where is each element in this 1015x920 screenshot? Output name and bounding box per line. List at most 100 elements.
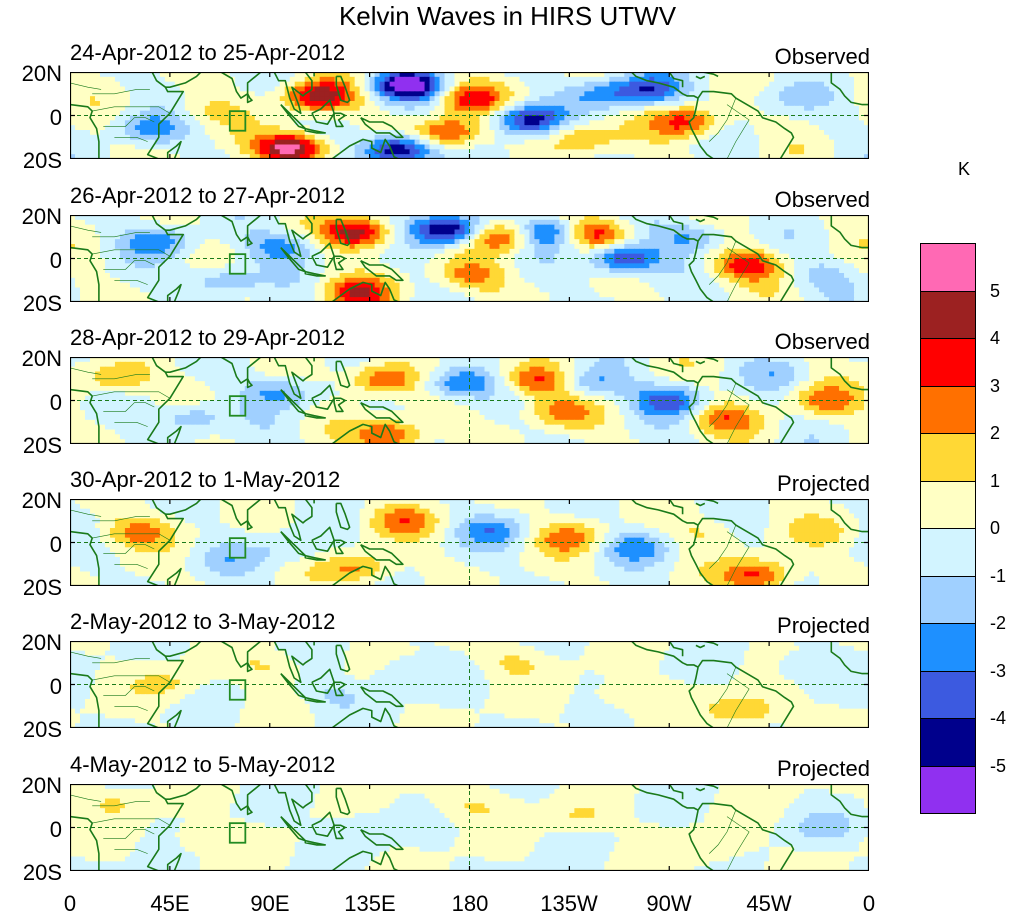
- coastline: [323, 850, 399, 871]
- coastline: [146, 72, 184, 159]
- coastline: [335, 644, 351, 673]
- xtick-90w: 90W: [646, 891, 692, 916]
- coastline: [70, 103, 100, 159]
- panel-date-range: 30-Apr-2012 to 1-May-2012: [70, 467, 341, 492]
- anomaly-map: [70, 357, 869, 444]
- coastline: [165, 641, 202, 657]
- colorbar-swatch: [920, 243, 976, 292]
- coastline: [335, 75, 351, 104]
- country-border: [726, 673, 750, 728]
- coastline: [333, 112, 347, 128]
- colorbar-swatch: [920, 765, 976, 814]
- xtick-0: 0: [63, 891, 77, 916]
- xtick-135w: 135W: [540, 891, 598, 916]
- map-panel: 4-May-2012 to 5-May-2012 Projected 20N 0 20S: [0, 752, 900, 895]
- country-border: [92, 801, 150, 807]
- country-border: [726, 104, 750, 159]
- coastline: [70, 246, 100, 302]
- coastline: [220, 215, 262, 242]
- country-border: [708, 809, 737, 854]
- coastline: [146, 215, 184, 302]
- lat-label: 0: [49, 390, 62, 415]
- panel-type-label: Observed: [774, 44, 870, 69]
- lat-label: 0: [49, 674, 62, 699]
- coastline: [630, 499, 699, 526]
- anomaly-field: [70, 72, 869, 159]
- coastline: [304, 696, 326, 703]
- coastline: [323, 707, 399, 728]
- country-border: [103, 544, 155, 554]
- anomaly-map: [70, 641, 869, 728]
- coastline: [280, 816, 307, 842]
- lat-label: 20S: [22, 433, 62, 458]
- colorbar-swatch: [920, 575, 976, 624]
- coastline: [280, 531, 307, 557]
- coastline: [246, 236, 253, 247]
- coastline: [70, 672, 100, 728]
- coastline: [697, 659, 795, 728]
- coastline: [688, 240, 715, 302]
- coastline: [304, 127, 326, 134]
- coastline: [695, 360, 706, 365]
- coastline: [246, 378, 253, 389]
- country-border: [708, 97, 737, 142]
- country-border: [114, 280, 148, 285]
- country-border: [92, 516, 150, 522]
- lat-label: 0: [49, 248, 62, 273]
- country-border: [103, 686, 155, 696]
- colorbar-tick-label: -5: [990, 755, 1007, 776]
- country-border: [114, 706, 148, 711]
- coastline: [695, 787, 706, 792]
- colorbar-tick-label: -2: [990, 613, 1007, 633]
- coastline: [697, 90, 795, 159]
- country-border: [92, 249, 171, 257]
- anomaly-map: [70, 784, 869, 871]
- country-border: [114, 422, 148, 427]
- coastline: [333, 681, 347, 697]
- map-panel: 30-Apr-2012 to 1-May-2012 Projected 20N 0 20…: [0, 467, 900, 610]
- coastline: [697, 375, 795, 444]
- coastline: [273, 72, 313, 115]
- colorbar-tick-label: -1: [990, 565, 1007, 586]
- coastline: [830, 357, 869, 391]
- map-panel: 24-Apr-2012 to 25-Apr-2012 Observed 20N 0 20…: [0, 40, 900, 183]
- coastline: [273, 357, 313, 400]
- country-border: [726, 816, 750, 871]
- coastline: [668, 215, 684, 231]
- xtick-45w: 45W: [746, 891, 792, 916]
- coastline: [333, 824, 347, 840]
- colorbar-tick-label: 5: [990, 280, 1001, 301]
- country-border: [103, 829, 155, 839]
- coastline: [70, 530, 100, 586]
- coastline: [246, 662, 253, 673]
- coastline: [304, 270, 326, 277]
- coastline: [273, 499, 313, 542]
- coastline: [333, 255, 347, 271]
- coastline: [335, 502, 351, 531]
- country-border: [103, 402, 155, 412]
- coastline: [70, 388, 100, 444]
- country-border: [726, 247, 750, 302]
- colorbar-swatch: [920, 623, 976, 672]
- coastline: [165, 215, 202, 231]
- coastline: [246, 93, 253, 104]
- country-border: [70, 82, 102, 90]
- reference-box: [228, 679, 247, 701]
- coastline: [697, 802, 795, 871]
- country-border: [70, 367, 102, 375]
- lat-label: 20N: [21, 346, 62, 371]
- colorbar-swatch: [920, 338, 976, 387]
- coastline: [273, 641, 313, 684]
- country-border: [92, 106, 171, 114]
- reference-box: [228, 253, 247, 275]
- coastline: [146, 784, 184, 871]
- coastline: [165, 784, 202, 800]
- country-border: [708, 524, 737, 569]
- coastline: [335, 360, 351, 389]
- coastline: [830, 641, 869, 675]
- coastline: [165, 357, 202, 373]
- coastline: [220, 641, 262, 668]
- colorbar: [920, 243, 978, 814]
- coastline: [220, 499, 262, 526]
- country-border: [92, 374, 150, 380]
